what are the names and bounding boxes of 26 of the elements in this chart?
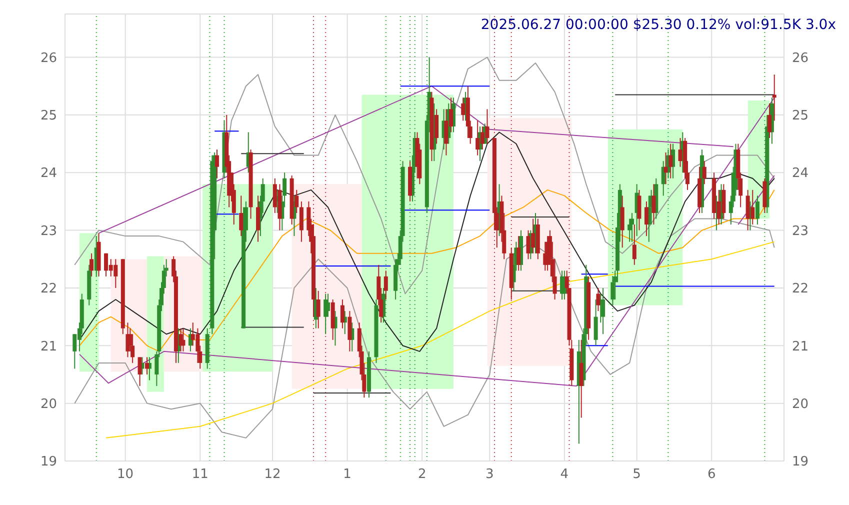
- x-tick-label: 1: [343, 467, 352, 482]
- y-tick-label: 25: [40, 108, 57, 124]
- x-tick-label: 11: [192, 467, 208, 482]
- x-tick-label: 12: [264, 467, 281, 482]
- y2-tick-label: 26: [792, 50, 809, 66]
- y2-tick-label: 23: [792, 224, 809, 239]
- x-tick-label: 5: [632, 467, 641, 482]
- x-tick-label: 3: [486, 467, 494, 482]
- y-tick-label: 20: [40, 396, 57, 412]
- y-tick-label: 23: [40, 224, 57, 239]
- y-tick-label: 22: [40, 282, 57, 297]
- y2-tick-label: 25: [792, 108, 809, 124]
- y2-tick-label: 22: [792, 282, 809, 297]
- x-tick-label: 4: [560, 467, 569, 482]
- y2-tick-label: 20: [792, 396, 809, 412]
- y-tick-label: 19: [40, 454, 57, 470]
- y2-tick-label: 21: [792, 339, 809, 354]
- y2-tick-label: 24: [792, 166, 809, 182]
- x-tick-label: 6: [707, 467, 716, 482]
- y2-tick-label: 19: [792, 454, 809, 470]
- y-tick-label: 21: [40, 339, 57, 354]
- chart-title: 2025.06.27 00:00:00 $25.30 0.12% vol:91.5K 3.0x: [480, 17, 836, 33]
- x-tick-label: 2: [418, 467, 426, 482]
- y-tick-label: 24: [40, 166, 57, 182]
- x-tick-label: 10: [117, 467, 134, 482]
- y-tick-label: 26: [40, 50, 57, 66]
